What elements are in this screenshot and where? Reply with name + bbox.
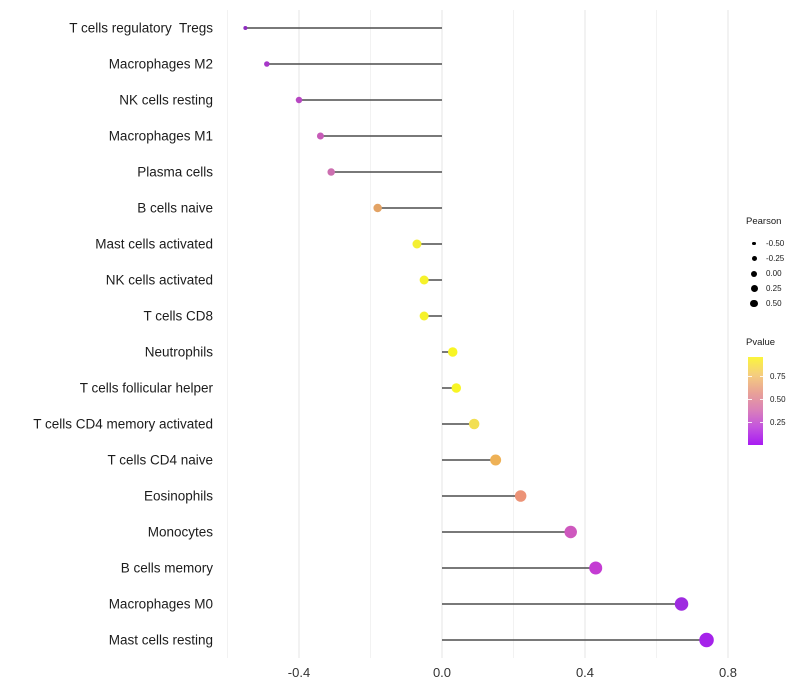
pvalue-tick-label: 0.25: [770, 417, 786, 427]
pearson-dot-cell: [746, 296, 762, 311]
lollipop-dot: [295, 96, 303, 104]
x-tick-label: 0.4: [576, 665, 594, 680]
pearson-legend-entry: -0.50: [746, 236, 784, 251]
pvalue-legend-title: Pvalue: [746, 337, 776, 348]
y-axis-label: Eosinophils: [144, 489, 213, 504]
pearson-dot-cell: [746, 236, 762, 251]
pearson-size-dot: [750, 299, 758, 308]
pvalue-tick-mark: [759, 399, 763, 400]
y-axis-label: T cells CD4 memory activated: [33, 417, 213, 432]
pvalue-tick-mark: [748, 399, 752, 400]
lollipop-dot: [373, 203, 382, 213]
y-axis-label: Neutrophils: [145, 345, 214, 360]
lollipop-dot: [674, 597, 689, 611]
lollipop-dot: [451, 383, 462, 393]
pearson-dot-cell: [746, 251, 762, 266]
pvalue-tick-mark: [748, 422, 752, 423]
x-tick-label: 0.0: [433, 665, 451, 680]
y-axis-label: Monocytes: [148, 525, 214, 540]
y-axis-label: T cells CD4 naive: [107, 453, 213, 468]
pearson-legend-label: 0.50: [766, 299, 782, 308]
pearson-legend-label: 0.00: [766, 269, 782, 278]
lollipop-dot: [468, 418, 480, 430]
lollipop-dot: [327, 168, 335, 176]
y-axis-label: NK cells activated: [106, 273, 213, 288]
pearson-size-dot: [751, 256, 757, 261]
lollipop-dot: [564, 525, 577, 539]
lollipop-dot: [419, 311, 429, 321]
pearson-legend-entries: -0.50 -0.25 0.00 0.25 0.50: [746, 236, 784, 311]
y-axis-label: Mast cells resting: [109, 633, 213, 648]
x-tick-label: 0.8: [719, 665, 737, 680]
y-axis-label: T cells CD8: [143, 309, 213, 324]
y-axis-label: Mast cells activated: [95, 237, 213, 252]
pvalue-gradient-wrap: 0.75 0.50 0.25: [746, 357, 800, 445]
pearson-legend-label: -0.50: [766, 239, 785, 248]
pearson-legend-title: Pearson: [746, 216, 782, 227]
x-tick-label: -0.4: [288, 665, 310, 680]
pearson-size-dot: [752, 241, 756, 246]
pearson-size-dot: [750, 285, 758, 292]
y-axis-label: NK cells resting: [119, 93, 213, 108]
pvalue-tick-label: 0.75: [770, 371, 786, 381]
pearson-legend-entry: 0.25: [746, 281, 784, 296]
y-axis-label: B cells naive: [137, 201, 213, 216]
lollipop-dot: [264, 61, 270, 67]
pvalue-color-legend: Pvalue 0.75 0.50 0.25: [746, 338, 800, 445]
pearson-legend-entry: 0.50: [746, 296, 784, 311]
pvalue-tick-mark: [748, 376, 752, 377]
lollipop-dot: [316, 132, 324, 140]
pvalue-gradient-bar: [748, 357, 763, 445]
lollipop-dot: [419, 275, 429, 285]
y-axis-label: Plasma cells: [137, 165, 213, 180]
lollipop-dot: [412, 239, 422, 249]
pearson-legend-entry: 0.00: [746, 266, 784, 281]
pearson-dot-cell: [746, 281, 762, 296]
pearson-size-legend: Pearson -0.50 -0.25 0.00 0.25 0.50: [746, 217, 784, 311]
pearson-size-dot: [751, 270, 757, 277]
lollipop-dot: [589, 561, 603, 575]
y-axis-label: B cells memory: [121, 561, 214, 576]
pearson-legend-label: 0.25: [766, 284, 782, 293]
lollipop-dot: [699, 632, 714, 648]
pearson-dot-cell: [746, 266, 762, 281]
y-axis-label: Macrophages M0: [109, 597, 213, 612]
pvalue-tick-mark: [759, 422, 763, 423]
pearson-legend-label: -0.25: [766, 254, 785, 263]
y-axis-label: T cells follicular helper: [80, 381, 214, 396]
lollipop-dot: [514, 490, 527, 502]
lollipop-dot: [447, 347, 458, 357]
y-axis-label: T cells regulatory Tregs: [69, 21, 213, 36]
pvalue-tick-mark: [759, 376, 763, 377]
pearson-legend-entry: -0.25: [746, 251, 784, 266]
pvalue-tick-label: 0.50: [770, 394, 786, 404]
y-axis-label: Macrophages M1: [109, 129, 213, 144]
lollipop-dot: [490, 454, 502, 466]
y-axis-label: Macrophages M2: [109, 57, 213, 72]
lollipop-dot: [243, 26, 248, 30]
